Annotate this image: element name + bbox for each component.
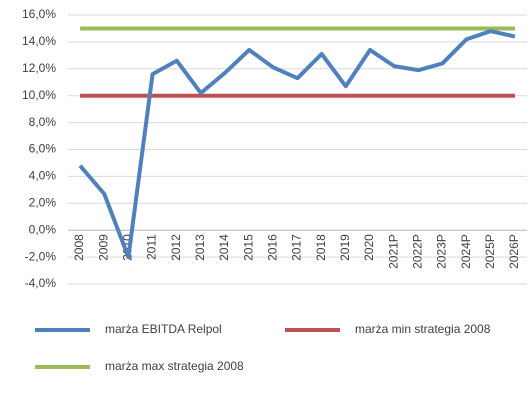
y-tick-label: 10,0% <box>22 88 56 102</box>
x-tick-label: 2018 <box>314 234 328 261</box>
x-tick-label: 2016 <box>266 234 280 261</box>
x-tick-label: 2021P <box>386 234 400 269</box>
y-tick-label: 14,0% <box>22 34 56 48</box>
x-tick-label: 2013 <box>193 234 207 261</box>
legend-label: marża min strategia 2008 <box>355 322 491 336</box>
y-tick-label: 0,0% <box>29 222 57 236</box>
x-tick-label: 2011 <box>145 234 159 260</box>
x-tick-label: 2015 <box>241 234 255 261</box>
legend-label: marża max strategia 2008 <box>105 359 244 373</box>
x-tick-label: 2023P <box>435 234 449 269</box>
y-tick-label: -4,0% <box>25 276 57 290</box>
y-tick-label: 8,0% <box>29 115 57 129</box>
x-tick-label: 2019 <box>338 234 352 261</box>
y-tick-label: 4,0% <box>29 169 57 183</box>
x-tick-label: 2022P <box>410 234 424 269</box>
series-line <box>78 29 516 260</box>
x-tick-label: 2014 <box>217 234 231 261</box>
y-tick-label: 16,0% <box>22 7 56 21</box>
x-tick-label: 2026P <box>507 234 521 269</box>
x-tick-label: 2024P <box>459 234 473 269</box>
y-tick-label: -2,0% <box>25 249 57 263</box>
y-tick-label: 2,0% <box>29 195 57 209</box>
x-tick-label: 2012 <box>169 234 183 261</box>
y-tick-label: 12,0% <box>22 61 56 75</box>
x-tick-label: 2025P <box>483 234 497 269</box>
x-tick-label: 2017 <box>290 234 304 261</box>
x-tick-label: 2009 <box>96 234 110 261</box>
x-tick-label: 2008 <box>72 234 86 261</box>
legend-label: marża EBITDA Relpol <box>105 322 222 336</box>
y-tick-label: 6,0% <box>29 142 57 156</box>
x-tick-label: 2020 <box>362 234 376 261</box>
